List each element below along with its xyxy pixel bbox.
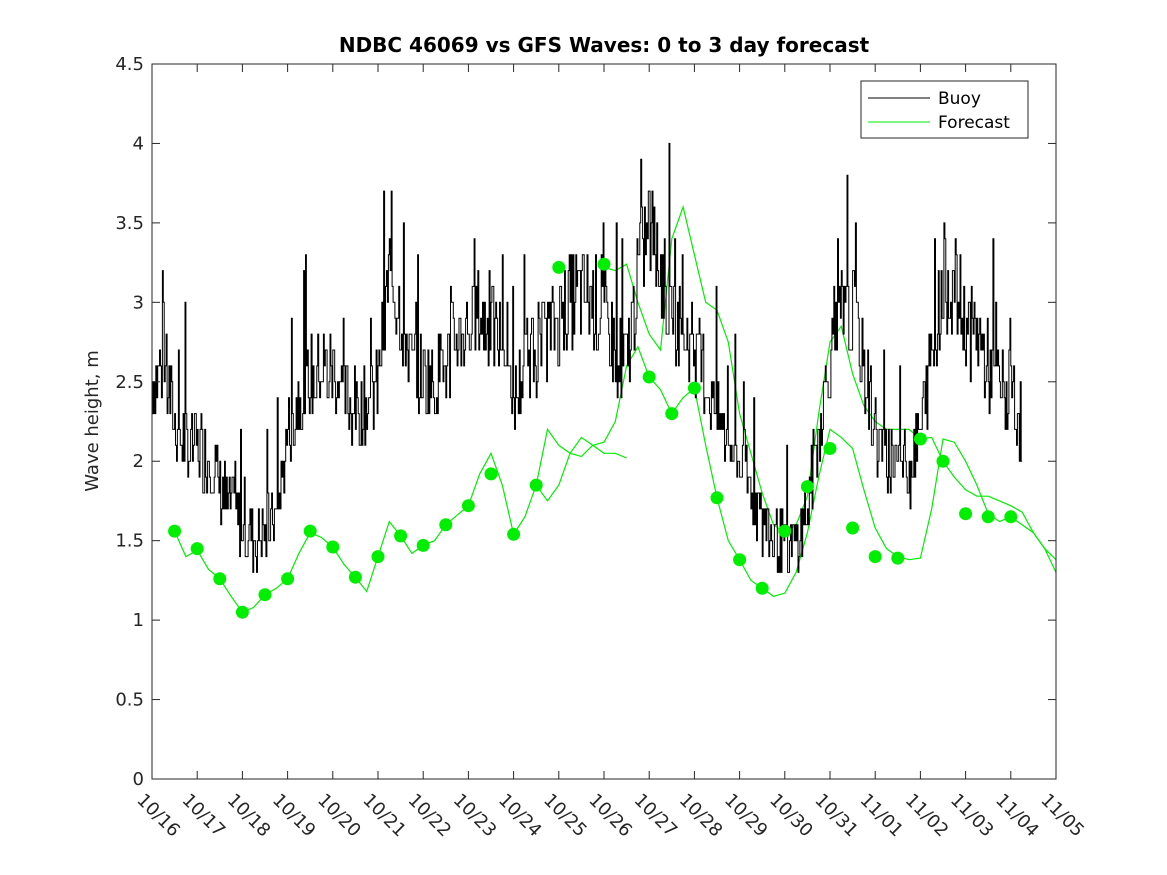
forecast-marker (190, 542, 204, 556)
forecast-marker (439, 518, 453, 532)
x-tick-label: 10/25 (539, 790, 591, 842)
forecast-marker (303, 524, 317, 538)
x-tick-label: 11/04 (991, 790, 1043, 842)
forecast-marker (258, 588, 272, 602)
forecast-marker (461, 499, 475, 513)
y-ticks: 0 0.5 1 1.5 2 2.5 3 3.5 4 4.5 (115, 54, 1056, 790)
forecast-marker (959, 507, 973, 521)
forecast-marker (710, 491, 724, 505)
forecast-marker (687, 381, 701, 395)
chart-title: NDBC 46069 vs GFS Waves: 0 to 3 day fore… (339, 33, 870, 57)
y-tick-label: 4 (133, 133, 144, 154)
legend-box (860, 80, 1029, 139)
x-tick-label: 10/20 (313, 790, 365, 842)
forecast-marker (235, 605, 249, 619)
y-tick-label: 4.5 (115, 54, 144, 75)
forecast-marker (913, 432, 927, 446)
forecast-line-3 (535, 345, 1057, 597)
x-tick-label: 10/30 (765, 790, 817, 842)
y-tick-label: 2.5 (115, 372, 144, 393)
x-tick-label: 10/29 (720, 790, 772, 842)
y-tick-label: 2 (133, 451, 144, 472)
buoy-line (152, 142, 1023, 573)
y-axis-label: Wave height, m (82, 350, 103, 491)
x-tick-label: 10/19 (268, 790, 320, 842)
y-tick-label: 3.5 (115, 213, 144, 234)
forecast-marker (1004, 510, 1018, 524)
forecast-marker (213, 572, 227, 586)
y-tick-label: 0.5 (115, 690, 144, 711)
forecast-marker (371, 550, 385, 564)
x-tick-label: 11/01 (856, 790, 908, 842)
forecast-marker (552, 260, 566, 274)
forecast-marker (868, 550, 882, 564)
x-tick-label: 10/21 (358, 790, 410, 842)
forecast-marker (823, 442, 837, 455)
x-tick-label: 10/18 (223, 790, 275, 842)
forecast-marker (529, 478, 543, 492)
x-tick-label: 11/02 (901, 790, 953, 842)
plot-background (152, 64, 1056, 779)
forecast-marker (846, 521, 860, 535)
legend: Buoy Forecast (860, 80, 1029, 139)
forecast-marker (891, 551, 905, 565)
series-layer (152, 142, 1057, 619)
legend-buoy-label: Buoy (938, 89, 981, 109)
x-tick-label: 11/05 (1036, 790, 1088, 842)
x-tick-label: 10/24 (494, 790, 546, 842)
forecast-marker (665, 407, 679, 421)
x-tick-label: 10/23 (449, 790, 501, 842)
forecast-marker (597, 257, 611, 271)
x-tick-label: 10/17 (178, 790, 230, 842)
y-tick-label: 1.5 (115, 531, 144, 552)
legend-forecast-label: Forecast (938, 113, 1010, 133)
x-tick-label: 10/26 (584, 790, 636, 842)
forecast-marker (348, 570, 362, 584)
forecast-marker (281, 572, 295, 586)
forecast-marker (416, 538, 430, 552)
x-tick-label: 10/31 (810, 790, 862, 842)
x-tick-label: 11/03 (946, 790, 998, 842)
y-tick-label: 3 (133, 292, 144, 313)
forecast-marker (936, 454, 950, 468)
x-tick-label: 10/16 (132, 790, 184, 842)
forecast-marker (981, 510, 995, 524)
forecast-marker (507, 527, 521, 541)
forecast-marker (394, 529, 408, 543)
forecast-marker (326, 540, 340, 554)
forecast-marker (800, 480, 814, 494)
forecast-marker (484, 467, 498, 481)
forecast-marker (733, 553, 747, 567)
x-tick-label: 10/28 (675, 790, 727, 842)
forecast-marker (778, 524, 792, 538)
y-tick-label: 1 (133, 610, 144, 631)
forecast-marker (642, 370, 656, 384)
y-tick-label: 0 (133, 769, 144, 790)
x-tick-label: 10/27 (630, 790, 682, 842)
forecast-marker (755, 581, 769, 595)
forecast-marker (168, 524, 182, 538)
x-tick-label: 10/22 (404, 790, 456, 842)
